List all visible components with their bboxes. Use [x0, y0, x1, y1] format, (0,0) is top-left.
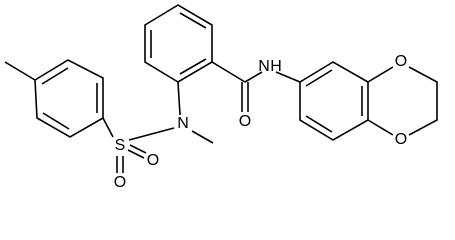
double-bond: [305, 69, 333, 87]
bond: [367, 66, 394, 83]
bonds: [4, 4, 438, 173]
atom-label: N: [258, 58, 270, 75]
atom-label: O: [114, 174, 126, 191]
atom-labels: S O O N O N H O O: [114, 53, 407, 191]
tolyl-ring: [34, 59, 104, 138]
double-bond: [179, 58, 207, 75]
bond: [128, 127, 175, 141]
atom-label: O: [147, 152, 159, 169]
methyl-bond: [4, 61, 36, 81]
atom-label: O: [395, 53, 407, 70]
atom-label: H: [270, 58, 282, 75]
double-bond: [41, 67, 69, 85]
atom-label: S: [115, 137, 126, 154]
double-bond: [42, 112, 70, 130]
bond: [177, 81, 181, 116]
dioxane-bonds: [408, 66, 438, 136]
double-bond: [127, 149, 145, 159]
double-bond: [179, 12, 207, 29]
atom-label: O: [239, 113, 251, 130]
molecule-diagram: S O O N O N H O O: [4, 4, 438, 191]
bond: [244, 71, 263, 83]
bond: [367, 119, 394, 136]
bond: [275, 71, 301, 83]
double-bond: [129, 144, 147, 154]
benzo-ring: [299, 61, 369, 141]
double-bond: [305, 115, 333, 133]
bond: [211, 61, 246, 83]
bond: [102, 117, 114, 138]
methyl-bond: [191, 130, 214, 144]
benzene-ring: [144, 4, 213, 83]
atom-label: N: [177, 115, 189, 132]
atom-label: O: [395, 131, 407, 148]
